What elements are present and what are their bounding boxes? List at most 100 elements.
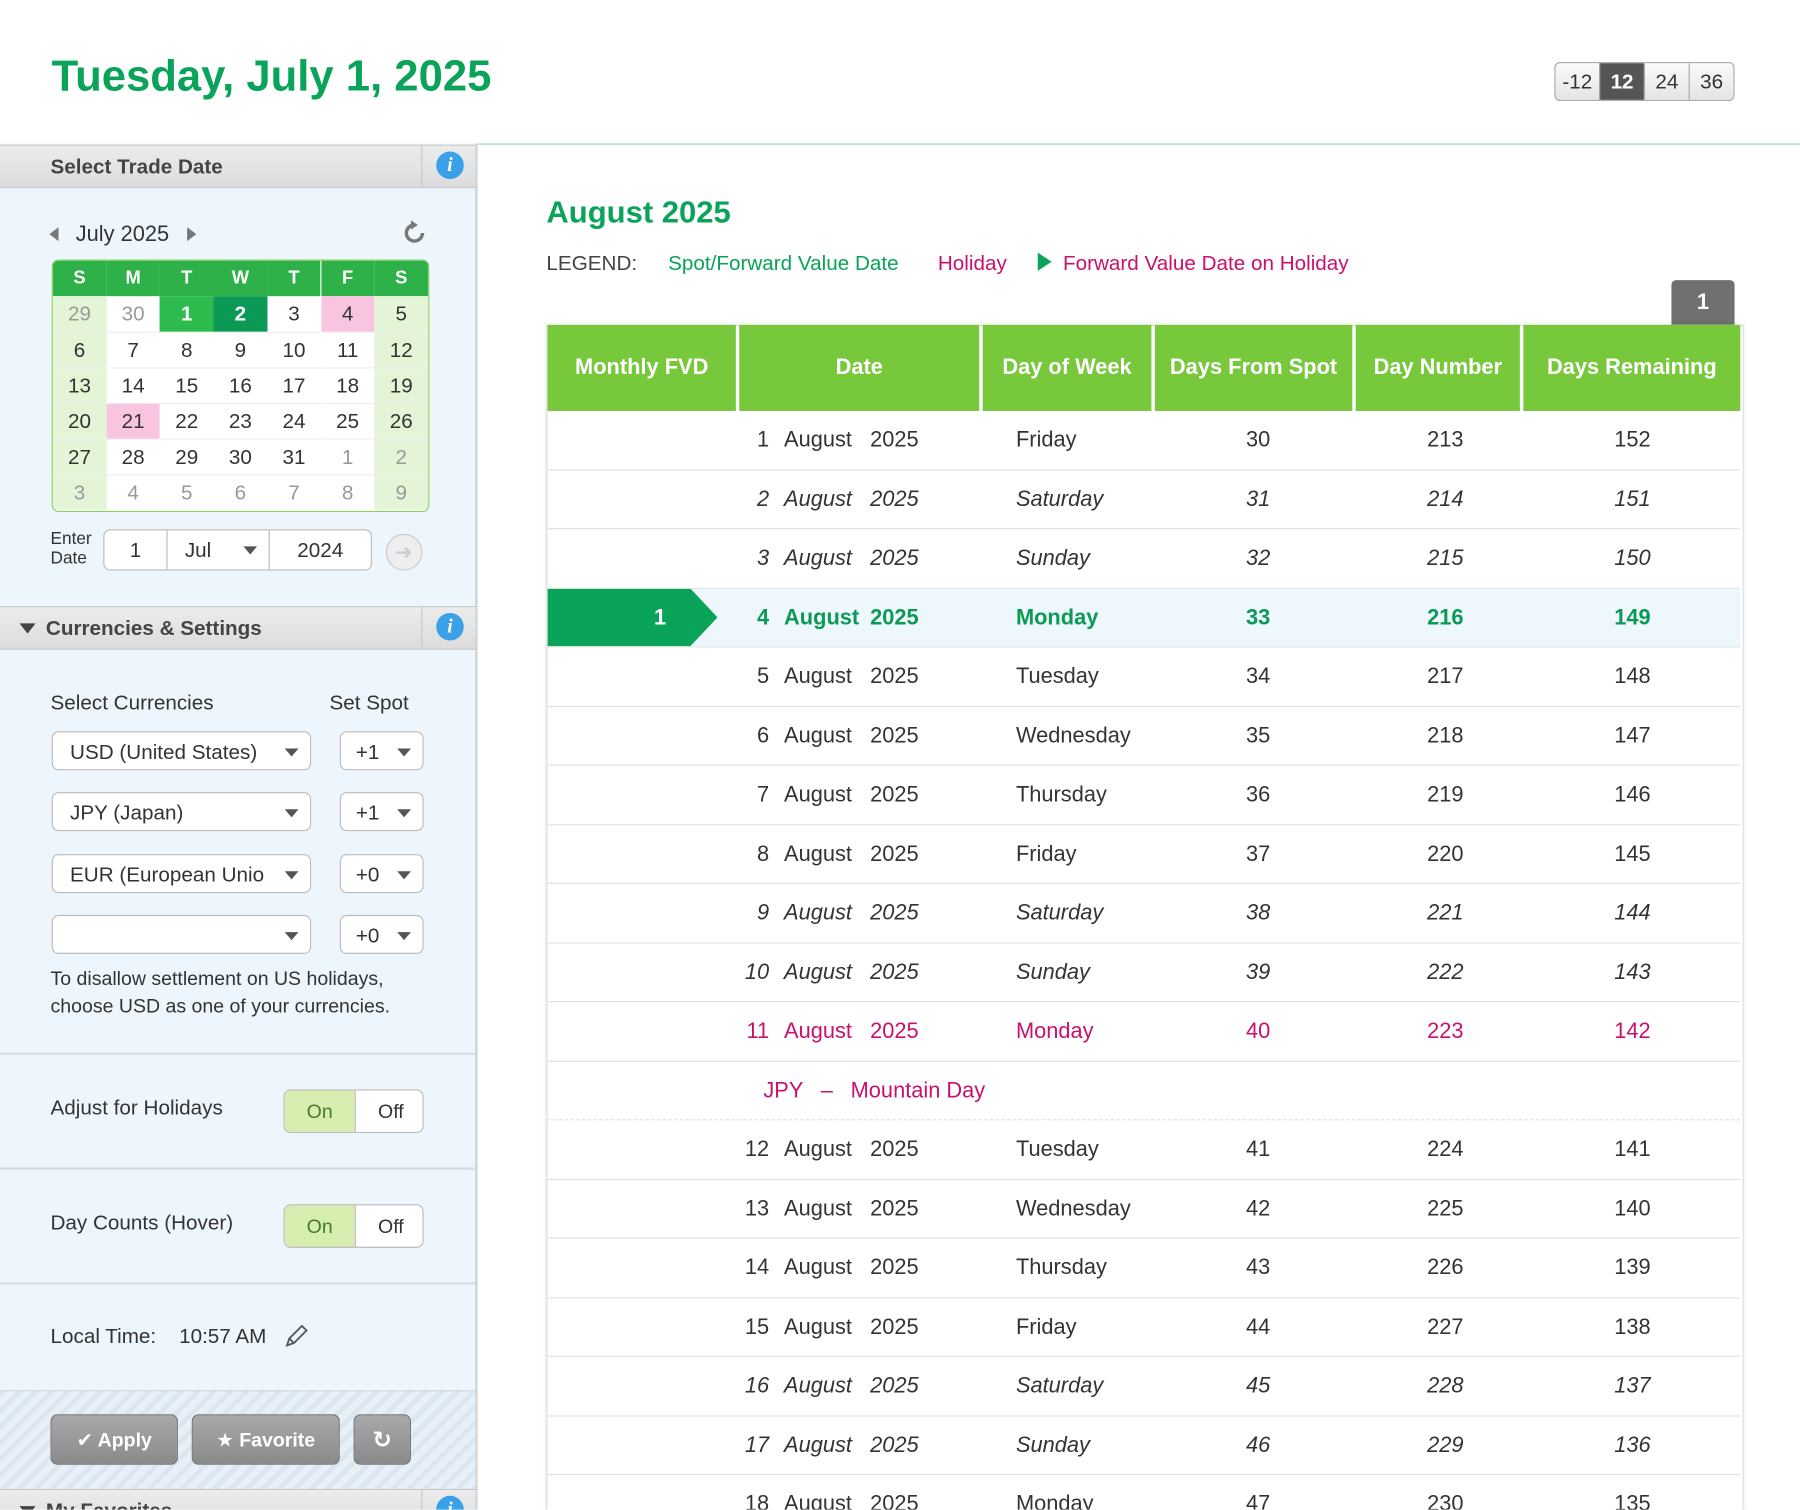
calendar-day[interactable]: 22 xyxy=(160,402,214,439)
collapse-icon[interactable] xyxy=(19,1506,36,1510)
info-icon[interactable]: i xyxy=(436,151,464,180)
apply-button[interactable]: ✔ Apply xyxy=(50,1414,178,1465)
calendar-day[interactable]: 4 xyxy=(320,296,375,332)
column-header: Day Number xyxy=(1355,324,1520,411)
calendar-day[interactable]: 5 xyxy=(374,296,429,332)
calendar-day[interactable]: 27 xyxy=(52,438,107,475)
range-button[interactable]: -12 xyxy=(1562,70,1593,93)
calendar-day[interactable]: 17 xyxy=(267,367,321,403)
spot-label: Set Spot xyxy=(329,691,409,715)
currency-value: EUR (European Unio xyxy=(70,862,265,886)
calendar-day[interactable]: 30 xyxy=(213,438,268,475)
caret xyxy=(284,932,299,941)
range-button[interactable]: 12 xyxy=(1599,63,1644,100)
day-input[interactable]: 1 xyxy=(104,530,168,570)
calendar-day[interactable]: 31 xyxy=(267,438,321,475)
calendar-day[interactable]: 1 xyxy=(160,296,214,332)
day: 7 xyxy=(756,782,770,808)
toggle-off[interactable]: Off xyxy=(354,1090,423,1132)
go-button[interactable]: ➜ xyxy=(385,533,423,571)
calendar-day[interactable]: 8 xyxy=(320,474,375,510)
setting-label: Adjust for Holidays xyxy=(50,1096,223,1120)
calendar-day[interactable]: 23 xyxy=(213,402,268,439)
calendar-day[interactable]: 24 xyxy=(267,402,321,439)
calendar-day[interactable]: 30 xyxy=(121,301,145,325)
toggle-off[interactable]: Off xyxy=(354,1205,423,1247)
toggle[interactable]: On Off xyxy=(283,1204,424,1248)
calendar-day[interactable]: 10 xyxy=(267,331,321,368)
year: 2025 xyxy=(870,664,919,689)
toggle-on[interactable]: On xyxy=(284,1205,355,1247)
calendar-day[interactable]: 28 xyxy=(106,438,160,475)
calendar-day[interactable]: 2 xyxy=(213,296,268,332)
legend-fvd-holiday: Forward Value Date on Holiday xyxy=(1063,251,1349,275)
calendar-day[interactable]: 8 xyxy=(160,331,214,368)
calendar-day[interactable]: 7 xyxy=(106,331,160,368)
divider xyxy=(421,1490,423,1510)
month-select[interactable]: Jul xyxy=(168,530,270,570)
range-button[interactable]: 36 xyxy=(1688,63,1734,100)
calendar-day[interactable]: 25 xyxy=(320,402,375,439)
calendar-day[interactable]: 4 xyxy=(106,474,160,510)
spot-select[interactable]: +1 xyxy=(339,731,424,771)
calendar-day[interactable]: 19 xyxy=(374,367,429,403)
calendar-day[interactable]: 6 xyxy=(52,331,107,368)
calendar-day[interactable]: 15 xyxy=(160,367,214,403)
day-number: 229 xyxy=(1427,1433,1464,1458)
section-header: Select Trade Date i xyxy=(0,144,476,189)
holiday-note-row: JPY – Mountain Day xyxy=(547,1061,1741,1121)
weekday: Sunday xyxy=(1015,1433,1090,1458)
year-input[interactable]: 2024 xyxy=(297,538,344,562)
prev-month[interactable] xyxy=(49,227,59,242)
info-icon[interactable]: i xyxy=(436,1495,464,1510)
toggle-on[interactable]: On xyxy=(284,1090,355,1132)
calendar-day[interactable]: 1 xyxy=(320,438,375,475)
weekday: Friday xyxy=(1015,428,1077,453)
calendar-day[interactable]: 16 xyxy=(213,367,268,403)
calendar-day[interactable]: 29 xyxy=(52,296,107,332)
calendar-day[interactable]: 2 xyxy=(374,438,429,475)
calendar-day[interactable]: 9 xyxy=(213,331,268,368)
calendar-day[interactable]: 3 xyxy=(52,474,107,510)
days-from-spot: 33 xyxy=(1246,605,1271,630)
currency-select[interactable]: JPY (Japan) xyxy=(51,792,312,832)
calendar-day[interactable]: 11 xyxy=(320,331,375,368)
reset-button[interactable]: ↻ xyxy=(353,1414,411,1465)
currency-select[interactable]: USD (United States) xyxy=(51,731,312,771)
day: 8 xyxy=(756,842,770,867)
currency-select[interactable]: EUR (European Unio xyxy=(51,853,312,893)
calendar-day[interactable]: 6 xyxy=(213,474,268,510)
calendar-day[interactable]: 5 xyxy=(160,474,214,510)
collapse-icon[interactable] xyxy=(19,623,36,634)
spot-select[interactable]: +1 xyxy=(339,792,424,832)
calendar-day[interactable]: 7 xyxy=(267,474,321,510)
calendar-day[interactable]: 21 xyxy=(106,402,160,439)
year: 2025 xyxy=(870,901,919,926)
toggle[interactable]: On Off xyxy=(283,1089,424,1134)
legend-spot: Spot/Forward Value Date xyxy=(668,251,899,275)
calendar-day[interactable]: 20 xyxy=(52,402,107,439)
spot-select[interactable]: +0 xyxy=(339,853,424,893)
calendar-day[interactable]: 12 xyxy=(374,331,429,368)
calendar-day[interactable]: 13 xyxy=(52,367,107,403)
info-icon[interactable]: i xyxy=(436,613,464,641)
date-row: 5 August 2025 Tuesday 34 217 148 xyxy=(547,647,1741,707)
table-frame xyxy=(546,324,1744,1510)
calendar-day[interactable]: 26 xyxy=(374,402,429,439)
spot-select[interactable]: +0 xyxy=(339,914,424,954)
calendar-day[interactable]: 18 xyxy=(320,367,375,403)
calendar-day[interactable]: 29 xyxy=(160,438,214,475)
next-month[interactable] xyxy=(187,227,197,242)
favorite-button[interactable]: ★ Favorite xyxy=(191,1414,340,1465)
calendar-day[interactable]: 9 xyxy=(374,474,429,510)
page-badge[interactable]: 1 xyxy=(1671,280,1735,325)
calendar-day[interactable]: 3 xyxy=(288,301,300,325)
day: 18 xyxy=(744,1492,770,1510)
column-header: Monthly FVD xyxy=(547,324,736,411)
fvd-marker[interactable]: 1 xyxy=(547,588,718,647)
currency-select[interactable] xyxy=(51,914,312,954)
reset-icon[interactable] xyxy=(402,220,427,245)
calendar-day[interactable]: 14 xyxy=(106,367,160,403)
range-button[interactable]: 24 xyxy=(1643,63,1689,100)
edit-icon[interactable] xyxy=(282,1322,310,1350)
